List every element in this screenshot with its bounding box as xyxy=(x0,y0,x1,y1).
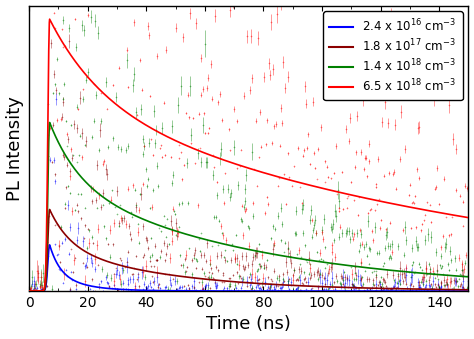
1.4 x 10$^{18}$ cm$^{-3}$ xyxy=(47,120,53,124)
Legend: 2.4 x 10$^{16}$ cm$^{-3}$, 1.8 x 10$^{17}$ cm$^{-3}$, 1.4 x 10$^{18}$ cm$^{-3}$,: 2.4 x 10$^{16}$ cm$^{-3}$, 1.8 x 10$^{17… xyxy=(323,12,463,100)
1.4 x 10$^{18}$ cm$^{-3}$ xyxy=(61,150,66,154)
6.5 x 10$^{18}$ cm$^{-3}$ xyxy=(213,155,219,159)
2.4 x 10$^{16}$ cm$^{-3}$ xyxy=(47,243,53,247)
Y-axis label: PL Intensity: PL Intensity xyxy=(6,96,24,201)
1.8 x 10$^{17}$ cm$^{-3}$ xyxy=(47,207,53,212)
6.5 x 10$^{18}$ cm$^{-3}$ xyxy=(47,17,53,21)
2.4 x 10$^{16}$ cm$^{-3}$ xyxy=(276,289,282,293)
2.4 x 10$^{16}$ cm$^{-3}$ xyxy=(465,289,471,293)
6.5 x 10$^{18}$ cm$^{-3}$ xyxy=(222,158,228,162)
6.5 x 10$^{18}$ cm$^{-3}$ xyxy=(26,289,32,293)
2.4 x 10$^{16}$ cm$^{-3}$ xyxy=(78,281,84,285)
1.4 x 10$^{18}$ cm$^{-3}$ xyxy=(222,242,228,246)
6.5 x 10$^{18}$ cm$^{-3}$ xyxy=(61,42,66,46)
1.4 x 10$^{18}$ cm$^{-3}$ xyxy=(78,175,84,179)
2.4 x 10$^{16}$ cm$^{-3}$ xyxy=(222,289,228,293)
6.5 x 10$^{18}$ cm$^{-3}$ xyxy=(465,216,471,220)
1.8 x 10$^{17}$ cm$^{-3}$ xyxy=(465,288,471,292)
2.4 x 10$^{16}$ cm$^{-3}$ xyxy=(26,289,32,293)
1.8 x 10$^{17}$ cm$^{-3}$ xyxy=(61,231,66,235)
6.5 x 10$^{18}$ cm$^{-3}$ xyxy=(78,67,84,71)
6.5 x 10$^{18}$ cm$^{-3}$ xyxy=(230,161,236,165)
6.5 x 10$^{18}$ cm$^{-3}$ xyxy=(276,175,282,179)
1.8 x 10$^{17}$ cm$^{-3}$ xyxy=(26,289,32,293)
1.4 x 10$^{18}$ cm$^{-3}$ xyxy=(26,289,32,293)
1.4 x 10$^{18}$ cm$^{-3}$ xyxy=(465,275,471,279)
1.4 x 10$^{18}$ cm$^{-3}$ xyxy=(213,240,219,244)
1.8 x 10$^{17}$ cm$^{-3}$ xyxy=(78,247,84,251)
1.4 x 10$^{18}$ cm$^{-3}$ xyxy=(230,244,236,248)
2.4 x 10$^{16}$ cm$^{-3}$ xyxy=(213,289,219,293)
Line: 2.4 x 10$^{16}$ cm$^{-3}$: 2.4 x 10$^{16}$ cm$^{-3}$ xyxy=(29,245,468,291)
1.8 x 10$^{17}$ cm$^{-3}$ xyxy=(213,278,219,282)
1.8 x 10$^{17}$ cm$^{-3}$ xyxy=(230,280,236,284)
1.8 x 10$^{17}$ cm$^{-3}$ xyxy=(276,283,282,287)
1.8 x 10$^{17}$ cm$^{-3}$ xyxy=(222,279,228,283)
X-axis label: Time (ns): Time (ns) xyxy=(206,316,291,334)
2.4 x 10$^{16}$ cm$^{-3}$ xyxy=(61,270,66,274)
Line: 1.8 x 10$^{17}$ cm$^{-3}$: 1.8 x 10$^{17}$ cm$^{-3}$ xyxy=(29,210,468,291)
2.4 x 10$^{16}$ cm$^{-3}$ xyxy=(230,289,236,293)
Line: 1.4 x 10$^{18}$ cm$^{-3}$: 1.4 x 10$^{18}$ cm$^{-3}$ xyxy=(29,122,468,291)
1.4 x 10$^{18}$ cm$^{-3}$ xyxy=(276,253,282,257)
Line: 6.5 x 10$^{18}$ cm$^{-3}$: 6.5 x 10$^{18}$ cm$^{-3}$ xyxy=(29,19,468,291)
